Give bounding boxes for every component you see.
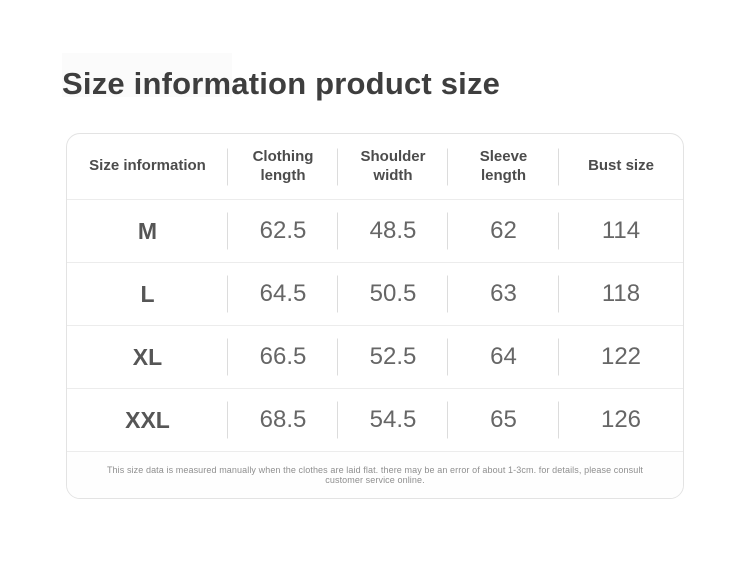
size-label: M xyxy=(67,200,228,262)
table-header-row: Size information Clothing length Shoulde… xyxy=(67,134,683,199)
size-label: XL xyxy=(67,326,228,388)
measurement-disclaimer-note: This size data is measured manually when… xyxy=(106,465,644,485)
table-row-m: M 62.5 48.5 62 114 xyxy=(67,199,683,262)
column-header-shoulder-width: Shoulder width xyxy=(338,134,448,199)
column-header-size-information: Size information xyxy=(67,134,228,199)
bust-size-value: 114 xyxy=(601,217,641,244)
clothing-length-value: 68.5 xyxy=(228,389,338,451)
shoulder-width-value: 54.5 xyxy=(338,389,448,451)
size-label: L xyxy=(67,263,228,325)
size-table-card: Size information Clothing length Shoulde… xyxy=(66,133,684,499)
shoulder-width-value: 48.5 xyxy=(338,200,448,262)
table-row-xxl: XXL 68.5 54.5 65 126 xyxy=(67,388,683,451)
shoulder-width-value: 50.5 xyxy=(338,263,448,325)
table-row-l: L 64.5 50.5 63 118 xyxy=(67,262,683,325)
column-header-clothing-length: Clothing length xyxy=(228,134,338,199)
page-title: Size information product size xyxy=(62,66,501,101)
bust-size-value: 122 xyxy=(600,343,642,370)
clothing-length-value: 66.5 xyxy=(228,326,338,388)
table-row-xl: XL 66.5 52.5 64 122 xyxy=(67,325,683,388)
sleeve-length-value: 63 xyxy=(448,263,559,325)
clothing-length-value: 62.5 xyxy=(228,200,338,262)
column-header-sleeve-length: Sleeve length xyxy=(448,134,559,199)
table-footnote-row: This size data is measured manually when… xyxy=(67,451,683,498)
size-label: XXL xyxy=(67,389,228,451)
clothing-length-value: 64.5 xyxy=(228,263,338,325)
shoulder-width-value: 52.5 xyxy=(338,326,448,388)
title-background-patch xyxy=(62,53,232,97)
sleeve-length-value: 65 xyxy=(448,389,559,451)
bust-size-value: 118 xyxy=(601,280,641,307)
sleeve-length-value: 64 xyxy=(448,326,559,388)
column-header-bust-size: Bust size xyxy=(588,157,654,175)
bust-size-value: 126 xyxy=(600,406,642,433)
sleeve-length-value: 62 xyxy=(448,200,559,262)
